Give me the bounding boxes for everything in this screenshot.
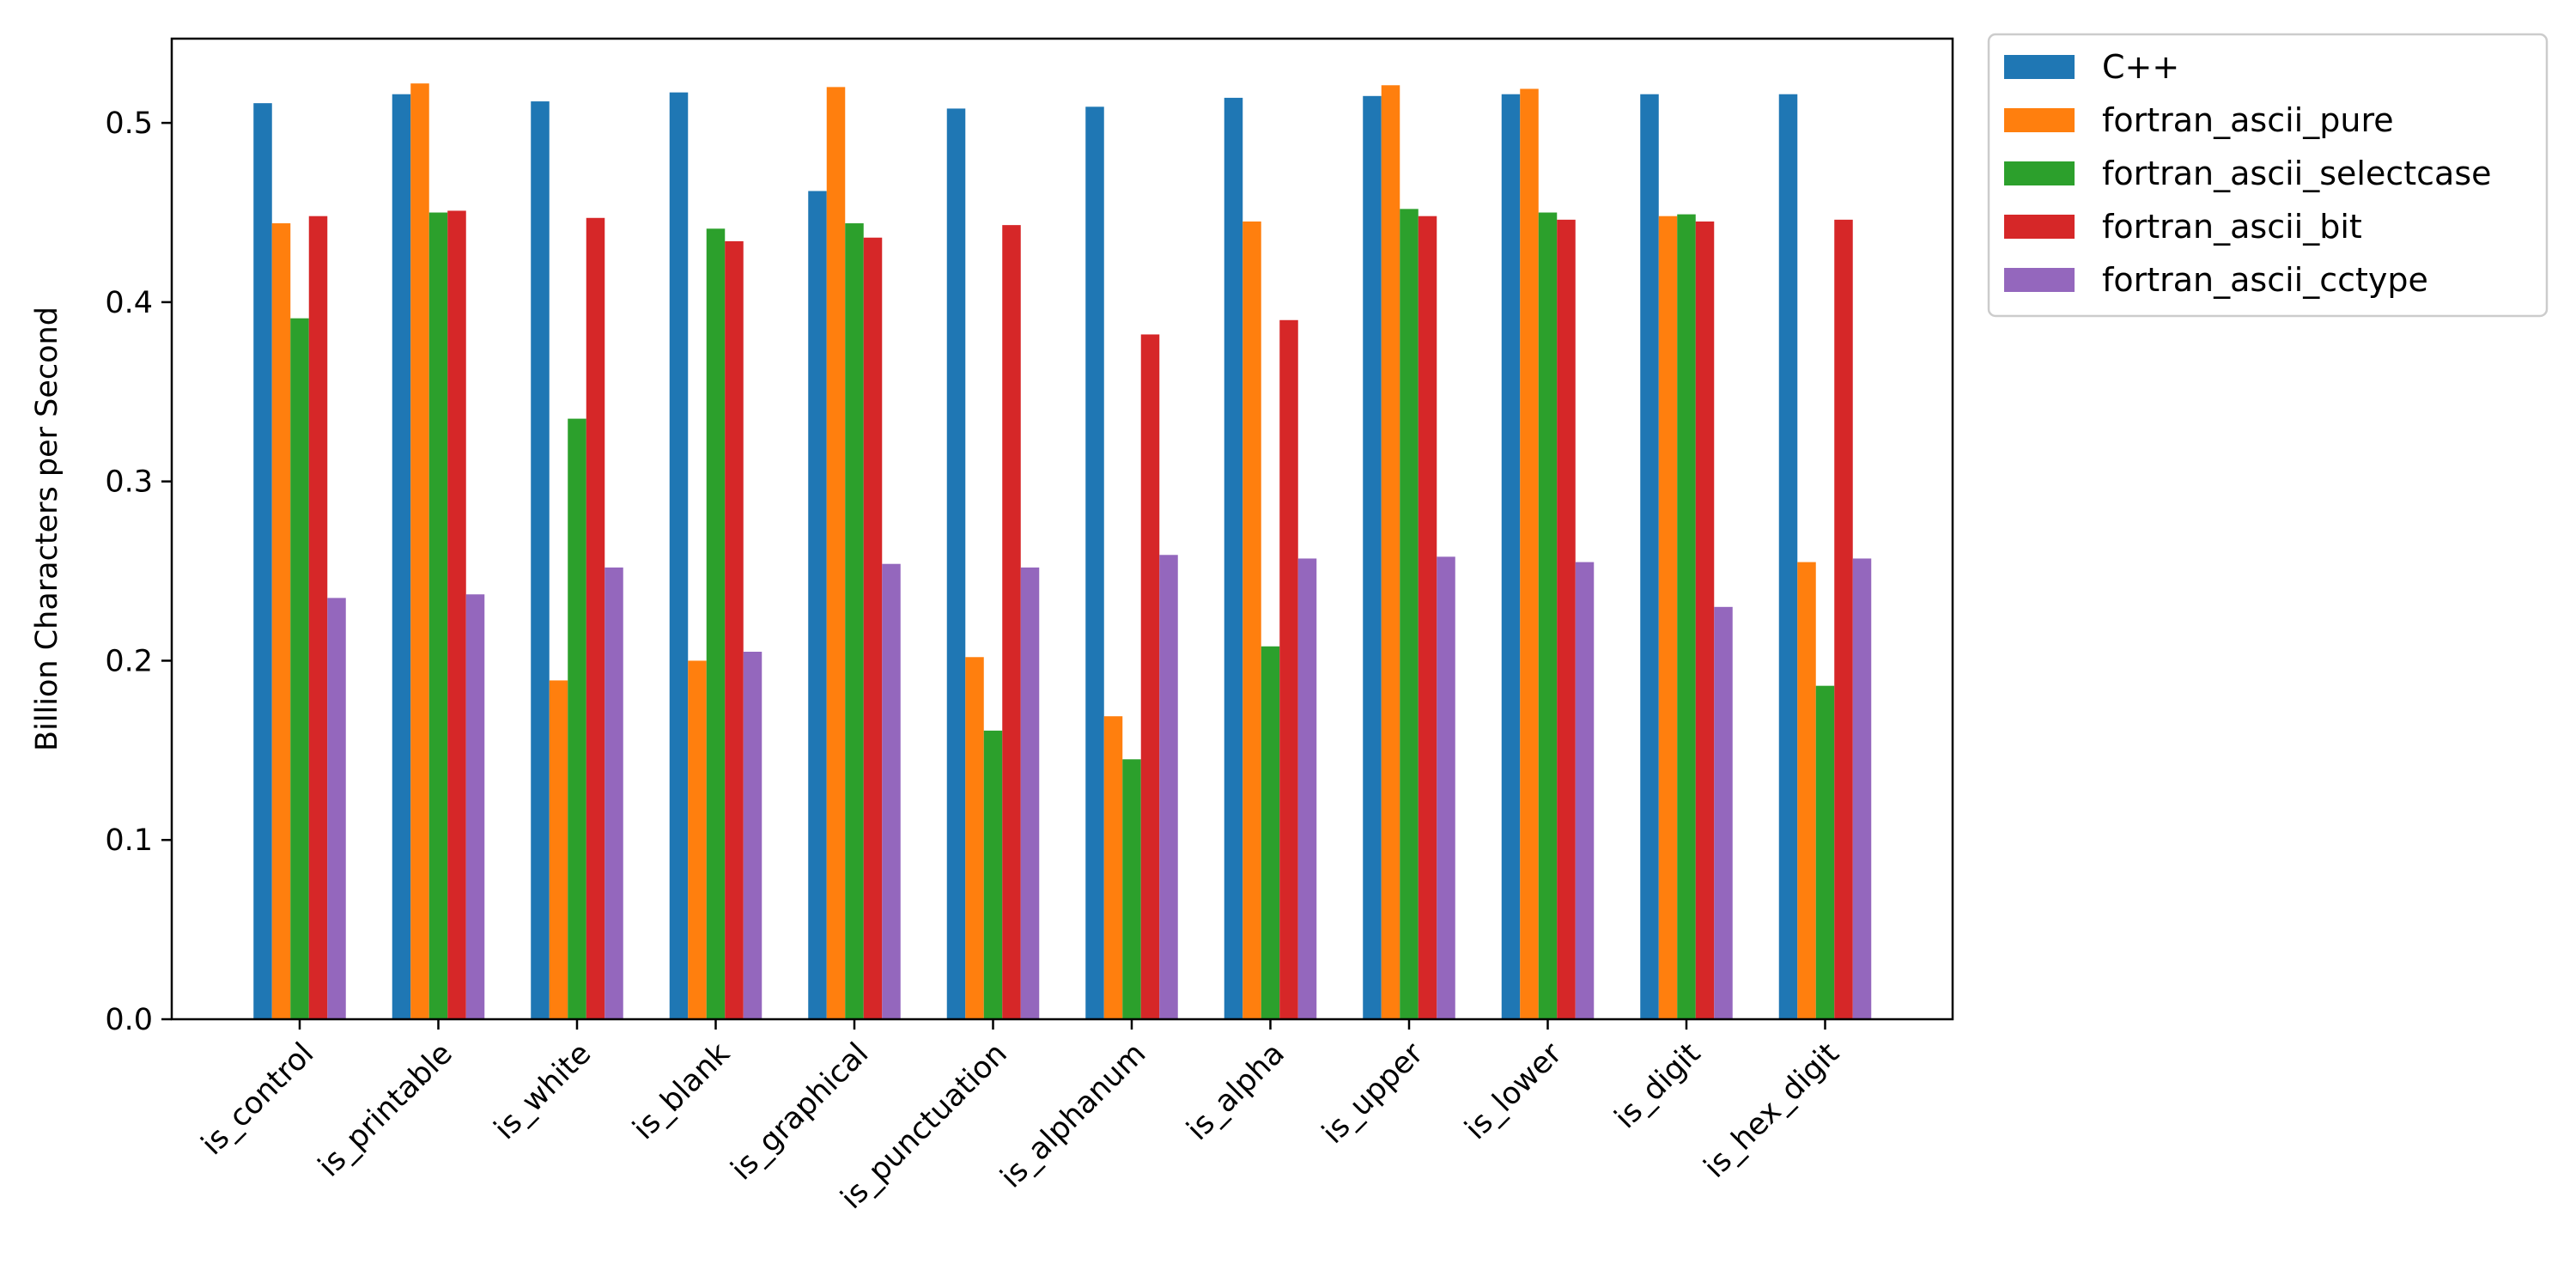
bar xyxy=(1658,216,1678,1019)
bar xyxy=(845,223,864,1019)
legend-label: fortran_ascii_selectcase xyxy=(2102,155,2492,192)
x-tick-label: is_digit xyxy=(1608,1036,1707,1135)
bar xyxy=(1575,562,1595,1019)
bar xyxy=(1085,106,1104,1020)
x-tick-label: is_blank xyxy=(627,1036,738,1147)
bar xyxy=(1677,214,1696,1020)
bar xyxy=(549,680,568,1019)
bar xyxy=(392,94,411,1020)
x-tick-label: is_control xyxy=(195,1036,320,1162)
bar xyxy=(826,87,846,1020)
legend-swatch xyxy=(2004,108,2075,132)
bar xyxy=(706,228,726,1019)
legend-swatch xyxy=(2004,161,2075,185)
x-tick-label: is_alpha xyxy=(1181,1036,1291,1147)
bar xyxy=(1418,216,1437,1019)
bar xyxy=(568,418,586,1020)
legend-swatch xyxy=(2004,55,2075,79)
bar xyxy=(1381,85,1400,1019)
bar xyxy=(1520,88,1539,1020)
bar xyxy=(1224,97,1243,1019)
bar xyxy=(1437,556,1455,1019)
bar xyxy=(863,237,883,1019)
y-tick-label: 0.0 xyxy=(105,1003,153,1037)
bar xyxy=(1140,334,1160,1020)
bar xyxy=(1261,646,1280,1019)
y-axis-label: Billion Characters per Second xyxy=(30,307,64,751)
x-tick-label: is_alphanum xyxy=(994,1036,1153,1195)
bar xyxy=(965,657,984,1019)
x-tick-label: is_graphical xyxy=(725,1036,875,1187)
bar xyxy=(1797,562,1816,1019)
y-tick-label: 0.4 xyxy=(105,286,153,320)
bar xyxy=(1501,94,1521,1020)
bar xyxy=(410,83,429,1020)
bar xyxy=(253,103,272,1019)
y-tick-label: 0.2 xyxy=(105,644,153,678)
bar xyxy=(1297,558,1317,1019)
bar xyxy=(1640,94,1659,1020)
bar xyxy=(1159,555,1178,1019)
plot-area-frame xyxy=(170,37,1954,1021)
bar xyxy=(605,567,623,1019)
legend-swatch xyxy=(2004,215,2075,239)
bar xyxy=(808,191,827,1019)
legend-swatch xyxy=(2004,268,2075,292)
bar xyxy=(1695,221,1715,1019)
legend-label: fortran_ascii_pure xyxy=(2102,101,2394,139)
bar xyxy=(1020,567,1040,1019)
bars-layer xyxy=(253,83,1872,1020)
bar xyxy=(1815,685,1835,1019)
bar xyxy=(1714,606,1733,1019)
bar xyxy=(1122,759,1141,1019)
bar xyxy=(1002,225,1021,1019)
x-tick-label: is_hex_digit xyxy=(1698,1036,1846,1185)
bar xyxy=(1852,558,1872,1019)
bar xyxy=(688,660,707,1019)
bar xyxy=(1834,219,1853,1020)
bar xyxy=(465,594,485,1019)
bar xyxy=(1400,209,1419,1020)
bar xyxy=(946,108,966,1019)
bar xyxy=(531,101,550,1020)
bar xyxy=(725,240,744,1019)
bar xyxy=(271,223,291,1019)
legend-label: fortran_ascii_bit xyxy=(2102,208,2362,246)
legend-label: C++ xyxy=(2102,48,2179,86)
bar xyxy=(447,210,466,1020)
legend-label: fortran_ascii_cctype xyxy=(2102,261,2428,299)
x-tick-label: is_upper xyxy=(1315,1036,1430,1151)
legend: C++ fortran_ascii_pure fortran_ascii_selec… xyxy=(1987,33,2549,318)
x-tick-label: is_white xyxy=(488,1036,598,1146)
bar xyxy=(983,730,1003,1019)
bar xyxy=(1363,95,1382,1019)
bar xyxy=(428,212,448,1019)
bar xyxy=(882,563,901,1019)
bar xyxy=(308,216,328,1019)
bar xyxy=(669,92,689,1019)
bar xyxy=(1557,219,1576,1020)
legend-frame xyxy=(1987,33,2549,318)
bar xyxy=(1279,319,1298,1019)
bar xyxy=(586,217,605,1019)
bar xyxy=(327,598,346,1019)
bar xyxy=(1538,212,1558,1019)
x-tick-label: is_lower xyxy=(1459,1036,1570,1147)
y-tick-label: 0.1 xyxy=(105,823,153,858)
bar xyxy=(1242,221,1261,1019)
x-tick-label: is_printable xyxy=(312,1036,459,1184)
bar xyxy=(1778,94,1798,1020)
y-tick-label: 0.3 xyxy=(105,465,153,500)
bar xyxy=(743,652,762,1019)
y-tick-label: 0.5 xyxy=(105,106,153,141)
bar xyxy=(290,318,309,1019)
bar xyxy=(1103,716,1123,1019)
